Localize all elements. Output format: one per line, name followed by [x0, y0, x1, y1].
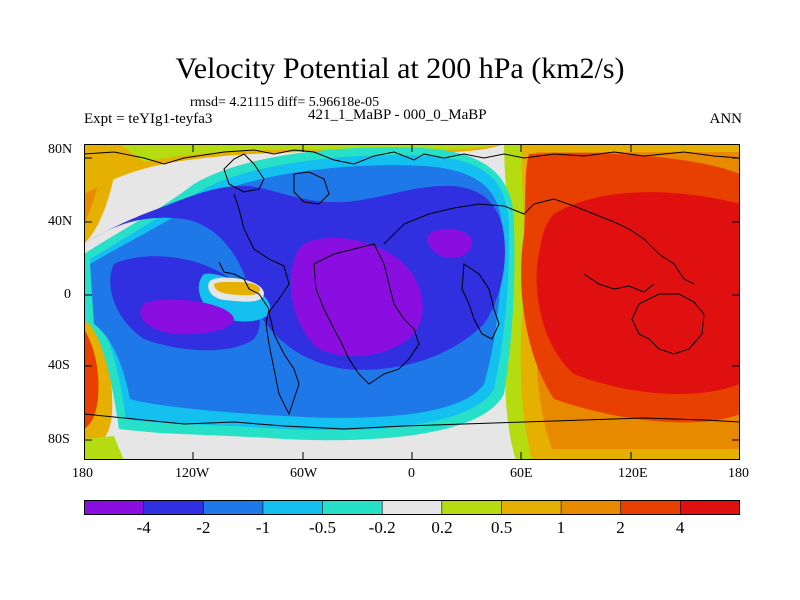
- coastline-outlines: [84, 149, 740, 430]
- colorbar-cell: [262, 500, 324, 515]
- map-tick-marks: [84, 144, 740, 460]
- colorbar-cell: [560, 500, 622, 515]
- colorbar-label: 1: [556, 518, 566, 537]
- colorbar-label: 2: [616, 518, 625, 537]
- colorbar-cell: [680, 500, 740, 515]
- x-tick-label: 180: [728, 466, 749, 481]
- subtitle: 421_1_MaBP - 000_0_MaBP: [308, 107, 487, 123]
- colorbar-label: 0.2: [431, 518, 453, 537]
- colorbar-label: -1: [255, 518, 271, 537]
- colorbar-cell: [143, 500, 205, 515]
- x-tick-label: 120E: [618, 466, 648, 481]
- colorbar-cell: [441, 500, 503, 515]
- colorbar-label: -0.2: [368, 518, 396, 537]
- x-tick-label: 0: [408, 466, 415, 481]
- x-tick-label: 60W: [290, 466, 318, 481]
- y-tick-label: 80N: [48, 142, 73, 157]
- colorbar-label: 4: [675, 518, 685, 537]
- colorbar-label: -2: [196, 518, 211, 537]
- x-tick-label: 60E: [510, 466, 533, 481]
- colorbar-cell: [620, 500, 682, 515]
- map-contour-fill: [84, 144, 740, 460]
- colorbar-label: -4: [136, 518, 151, 537]
- y-tick-label: 40S: [48, 358, 70, 373]
- rmsd-diff-stats: rmsd= 4.21115 diff= 5.96618e-05: [190, 95, 380, 110]
- plot-title: Velocity Potential at 200 hPa (km2/s): [175, 52, 625, 85]
- season-label: ANN: [709, 111, 743, 127]
- y-tick-label: 0: [64, 287, 71, 302]
- x-tick-label: 180: [72, 466, 93, 481]
- colorbar-label: 0.5: [490, 518, 513, 537]
- colorbar-cell: [501, 500, 562, 515]
- y-tick-label: 80S: [48, 432, 70, 447]
- colorbar-cell: [202, 500, 264, 515]
- colorbar-cell: [381, 500, 443, 515]
- colorbar: [84, 500, 740, 515]
- colorbar-cell: [84, 500, 145, 515]
- colorbar-cell: [322, 500, 383, 515]
- colorbar-label: -0.5: [309, 518, 336, 537]
- x-tick-label: 120W: [175, 466, 210, 481]
- experiment-label: Expt = teYIg1-teyfa3: [84, 111, 213, 127]
- velocity-potential-map: [84, 144, 740, 460]
- y-tick-label: 40N: [48, 214, 73, 229]
